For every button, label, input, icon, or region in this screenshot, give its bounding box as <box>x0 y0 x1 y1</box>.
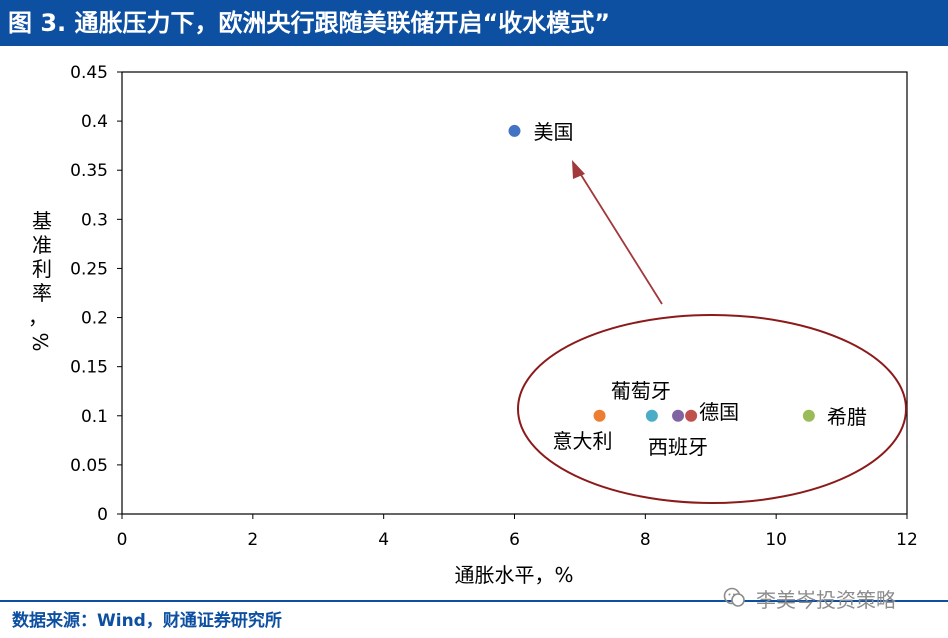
y-axis-ticks: 0 0.05 0.1 0.15 0.2 0.25 0.3 0.35 0.4 0.45 <box>70 63 122 525</box>
x-tick-label: 12 <box>896 530 918 550</box>
eurozone-highlight-ellipse <box>517 314 907 504</box>
data-point-marker <box>508 124 521 137</box>
x-axis-label: 通胀水平，% <box>454 563 573 587</box>
x-tick-label: 0 <box>117 530 128 550</box>
annotation-arrowhead <box>572 160 585 179</box>
x-axis-ticks: 0 2 4 6 8 10 12 <box>117 514 918 550</box>
x-tick-label: 8 <box>640 530 651 550</box>
y-axis-label-char: 率 <box>32 281 52 305</box>
data-point-label: 葡萄牙 <box>611 379 671 403</box>
data-point-marker <box>802 409 815 422</box>
y-tick-label: 0.1 <box>81 407 108 427</box>
y-tick-label: 0.4 <box>81 112 108 132</box>
title-divider <box>0 46 948 49</box>
y-tick-label: 0 <box>97 505 108 525</box>
data-point-label: 美国 <box>534 120 574 144</box>
y-axis-label-char: ， <box>28 305 48 329</box>
data-point-marker <box>645 409 658 422</box>
data-point-label: 德国 <box>699 400 739 424</box>
data-point-marker <box>685 409 698 422</box>
data-point-label: 意大利 <box>553 429 613 453</box>
figure-title: 图 3. 通胀压力下，欧洲央行跟随美联储开启“收水模式” <box>0 0 948 46</box>
y-axis-label-char: 基 <box>32 209 52 233</box>
plot-area <box>121 71 908 515</box>
data-point-label: 希腊 <box>827 405 867 429</box>
data-point-marker <box>672 409 685 422</box>
y-tick-label: 0.25 <box>70 259 108 279</box>
y-axis-label-char: % <box>29 332 53 351</box>
source-note: 数据来源：Wind，财通证券研究所 <box>12 611 282 631</box>
y-tick-label: 0.45 <box>70 63 108 83</box>
watermark-text: 李美岑投资策略 <box>756 587 896 612</box>
x-tick-label: 6 <box>509 530 520 550</box>
y-tick-label: 0.15 <box>70 358 108 378</box>
y-axis-label-char: 利 <box>32 257 52 281</box>
y-tick-label: 0.05 <box>70 456 108 476</box>
scatter-chart: 0 0.05 0.1 0.15 0.2 0.25 0.3 0.35 0.4 0.45 0 2 4 6 8 1… <box>28 63 918 587</box>
y-tick-label: 0.2 <box>81 309 108 329</box>
x-tick-label: 2 <box>247 530 258 550</box>
data-point-label: 西班牙 <box>648 435 708 459</box>
data-point-marker <box>593 409 606 422</box>
y-tick-label: 0.3 <box>81 210 108 230</box>
y-axis-label-char: 准 <box>32 233 52 257</box>
wechat-logo-icon <box>723 587 745 607</box>
data-points <box>508 124 815 422</box>
footer-divider <box>0 600 948 602</box>
annotation-arrow-line <box>577 169 663 305</box>
x-tick-label: 10 <box>765 530 787 550</box>
x-tick-label: 4 <box>378 530 389 550</box>
y-tick-label: 0.35 <box>70 161 108 181</box>
watermark: 李美岑投资策略 <box>722 582 896 614</box>
